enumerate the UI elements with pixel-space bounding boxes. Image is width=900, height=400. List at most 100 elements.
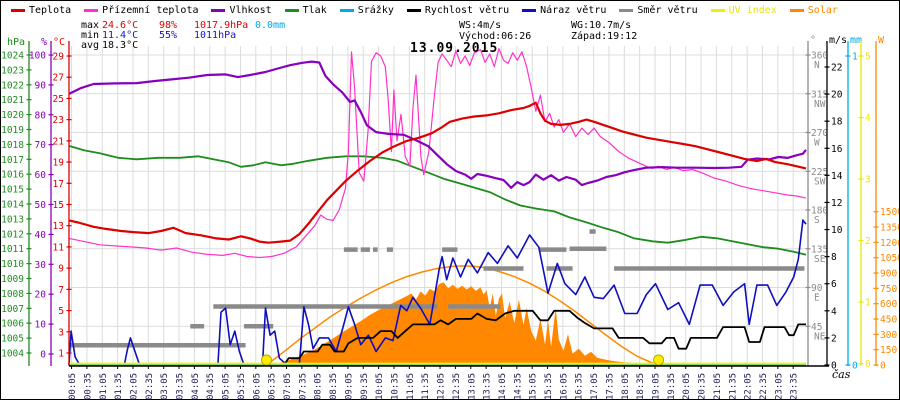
legend-swatch xyxy=(339,9,354,12)
x-tick-label: 09:35 xyxy=(360,373,370,400)
stat-max-humidity: 98% xyxy=(159,20,178,31)
humidity-axis-label: 60 xyxy=(35,170,47,181)
humidity-axis-header: % xyxy=(41,37,47,48)
pressure-axis-label: 1023 xyxy=(1,65,24,76)
temperature-axis-label: 21 xyxy=(53,136,65,147)
x-tick-label: 13:05 xyxy=(467,373,477,400)
x-tick-label: 07:05 xyxy=(283,373,293,400)
x-tick-label: 09:05 xyxy=(344,373,354,400)
x-tick-label: 02:05 xyxy=(129,373,139,400)
temperature-axis-label: 27 xyxy=(53,73,64,84)
pressure-axis-label: 1007 xyxy=(1,304,24,315)
legend-swatch xyxy=(406,9,421,12)
pressure-axis-label: 1014 xyxy=(1,200,24,211)
x-tick-label: 08:05 xyxy=(314,373,324,400)
legend-label: Tlak xyxy=(302,4,327,16)
pressure-axis-label: 1016 xyxy=(1,170,24,181)
temperature-axis-header: °C xyxy=(53,37,65,48)
x-axis-title: čas xyxy=(832,368,851,381)
wind-speed-axis-label: 20 xyxy=(831,90,843,101)
humidity-axis-label: 70 xyxy=(35,140,47,151)
sunrise-marker xyxy=(260,354,272,366)
x-tick-label: 23:35 xyxy=(790,373,800,400)
wind-direction-axis-label: 270 xyxy=(811,128,828,139)
x-tick-label: 17:05 xyxy=(590,373,600,400)
stat-min-label: min xyxy=(81,30,100,41)
wind-speed-axis-label: 14 xyxy=(831,171,843,182)
temperature-axis-label: 1 xyxy=(58,349,64,360)
wind-speed-axis-label: 6 xyxy=(831,279,837,290)
wind-speed-axis-header: m/s xyxy=(829,35,847,46)
x-tick-label: 23:05 xyxy=(774,373,784,400)
legend-swatch xyxy=(789,9,804,12)
x-tick-label: 05:05 xyxy=(222,373,232,400)
x-tick-label: 02:35 xyxy=(145,373,155,400)
pressure-axis-label: 1019 xyxy=(1,125,24,136)
humidity-axis-label: 80 xyxy=(35,110,47,121)
solar-axis-label: 0 xyxy=(880,361,886,372)
x-tick-label: 18:05 xyxy=(621,373,631,400)
x-tick-label: 04:35 xyxy=(206,373,216,400)
x-tick-label: 14:35 xyxy=(513,373,523,400)
pressure-axis-label: 1021 xyxy=(1,95,24,106)
stat-max-pressure: 1017.9hPa xyxy=(194,20,249,31)
uv-index-axis-label: 3 xyxy=(865,175,871,186)
wind-direction-axis-label: 135 xyxy=(811,244,828,255)
solar-axis-label: 1050 xyxy=(880,253,900,264)
x-tick-label: 22:05 xyxy=(744,373,754,400)
x-tick-label: 05:35 xyxy=(237,373,247,400)
wind-direction-axis-cardinal-label: SE xyxy=(814,254,826,265)
x-tick-label: 15:35 xyxy=(544,373,554,400)
x-tick-label: 00:05 xyxy=(68,373,78,400)
wind-direction-axis-label: 180 xyxy=(811,206,828,217)
wind-direction-axis-cardinal-label: SW xyxy=(814,176,826,187)
solar-axis-label: 1350 xyxy=(880,223,900,234)
x-tick-label: 08:35 xyxy=(329,373,339,400)
x-tick-label: 21:05 xyxy=(713,373,723,400)
rain-axis-label: 0 xyxy=(852,361,858,372)
legend-swatch xyxy=(710,9,725,12)
x-tick-label: 16:35 xyxy=(575,373,585,400)
solar-axis-label: 1200 xyxy=(880,238,900,249)
legend-label: Srážky xyxy=(357,4,394,16)
humidity-axis-label: 100 xyxy=(29,51,46,62)
humidity-axis-label: 0 xyxy=(40,350,46,361)
wind-direction-axis-cardinal-label: NW xyxy=(814,99,826,110)
stat-wind-gust: WG:10.7m/s xyxy=(571,20,632,31)
legend-item-p-zemn-teplota: Přízemní teplota xyxy=(84,5,198,16)
stat-min-humidity: 55% xyxy=(159,30,178,41)
pressure-axis-label: 1004 xyxy=(1,349,24,360)
legend-item-teplota: Teplota xyxy=(11,5,71,16)
wind-direction-axis-cardinal-label: S xyxy=(814,215,820,226)
wind-direction-axis-label: 225 xyxy=(811,167,828,178)
x-tick-label: 19:05 xyxy=(652,373,662,400)
sunset-marker xyxy=(653,354,665,366)
pressure-axis-label: 1024 xyxy=(1,51,24,62)
solar-axis-label: 300 xyxy=(880,330,897,341)
x-tick-label: 17:35 xyxy=(605,373,615,400)
legend-item-n-raz-v-tru: Náraz větru xyxy=(522,5,606,16)
solar-axis-label: 150 xyxy=(880,345,897,356)
humidity xyxy=(68,60,807,189)
x-tick-label: 15:05 xyxy=(529,373,539,400)
temperature-axis-label: 23 xyxy=(53,115,64,126)
x-tick-label: 00:35 xyxy=(83,373,93,400)
legend-swatch xyxy=(11,9,25,12)
x-tick-label: 12:05 xyxy=(437,373,447,400)
stat-min-pressure: 1011hPa xyxy=(194,30,237,41)
pressure-axis-label: 1013 xyxy=(1,214,24,225)
pressure xyxy=(68,145,807,256)
pressure-axis-label: 1012 xyxy=(1,229,24,240)
temperature-axis-label: 19 xyxy=(53,158,65,169)
wind-direction-axis-label: 360 xyxy=(811,51,828,62)
temperature-axis-label: 15 xyxy=(53,200,64,211)
wind-direction-axis-cardinal-label: NE xyxy=(814,331,826,342)
legend-item-sm-r-v-tru: Směr větru xyxy=(619,5,698,16)
x-tick-label: 10:35 xyxy=(390,373,400,400)
x-tick-label: 10:05 xyxy=(375,373,385,400)
solar-axis-label: 900 xyxy=(880,269,897,280)
uv-index-axis-label: 5 xyxy=(865,52,871,63)
x-tick-label: 21:35 xyxy=(728,373,738,400)
wind-speed-axis-label: 16 xyxy=(831,144,843,155)
